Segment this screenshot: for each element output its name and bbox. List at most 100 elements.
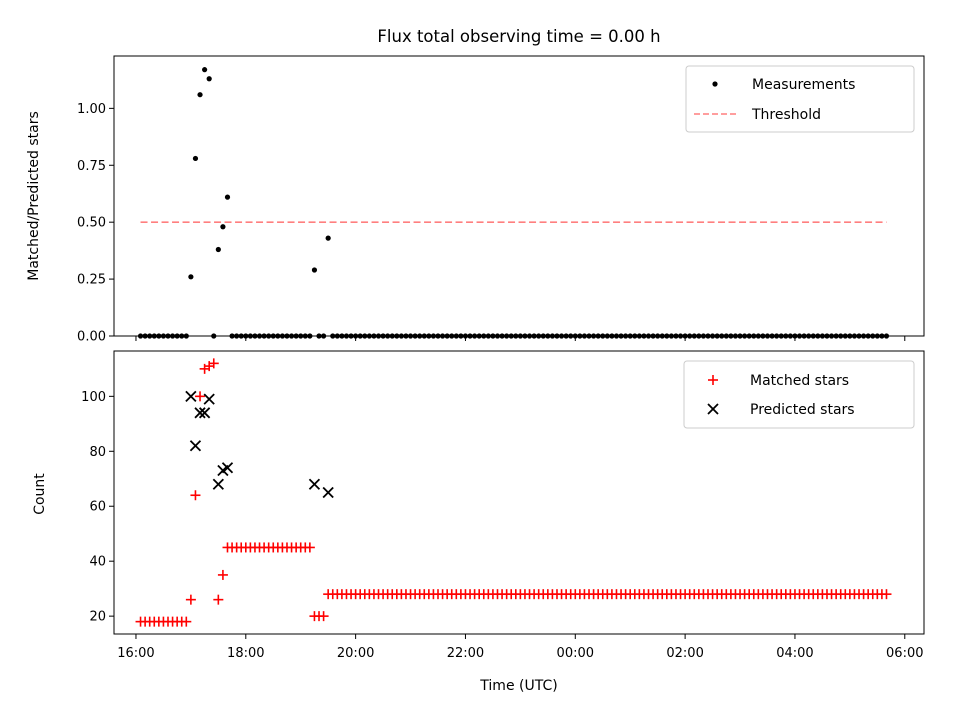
measurement-point bbox=[691, 333, 697, 339]
measurement-point bbox=[879, 333, 885, 339]
measurement-point bbox=[215, 246, 221, 253]
matched-star-point bbox=[181, 616, 192, 627]
measurement-point bbox=[234, 333, 240, 339]
measurement-point bbox=[421, 333, 427, 339]
measurement-point bbox=[453, 333, 459, 339]
measurement-point bbox=[677, 333, 684, 339]
x-tick-label: 00:00 bbox=[557, 646, 594, 661]
measurement-point bbox=[435, 333, 441, 339]
measurement-point bbox=[458, 333, 464, 339]
x-tick-label: 18:00 bbox=[227, 646, 264, 661]
measurement-point bbox=[481, 333, 487, 339]
matched-star-point bbox=[217, 569, 228, 580]
measurement-point bbox=[568, 333, 574, 339]
predicted-star-point bbox=[185, 390, 197, 402]
measurement-point bbox=[325, 235, 331, 241]
measurement-point bbox=[627, 333, 633, 339]
measurement-point bbox=[362, 333, 368, 339]
measurement-point bbox=[513, 333, 519, 339]
measurement-point bbox=[462, 333, 469, 339]
bottom-legend: Matched stars Predicted stars bbox=[683, 360, 915, 429]
measurement-point bbox=[577, 333, 583, 339]
measurement-point bbox=[755, 333, 761, 339]
measurement-point bbox=[371, 333, 377, 339]
measurement-point bbox=[394, 333, 400, 339]
bottom-legend-frame bbox=[683, 360, 915, 429]
top-y-tick-label: 1.00 bbox=[77, 102, 106, 117]
measurement-point bbox=[856, 333, 862, 339]
measurement-point bbox=[828, 333, 835, 339]
measurement-point bbox=[417, 333, 423, 339]
top-legend: Measurements Threshold bbox=[685, 65, 915, 133]
x-tick-label: 04:00 bbox=[776, 646, 813, 661]
measurement-point bbox=[430, 333, 437, 339]
x-tick-label: 20:00 bbox=[337, 646, 374, 661]
measurement-point bbox=[485, 333, 491, 339]
measurement-point bbox=[293, 333, 299, 339]
measurement-point bbox=[728, 333, 734, 339]
measurement-point bbox=[307, 333, 313, 339]
x-tick-label: 02:00 bbox=[666, 646, 703, 661]
measurement-point bbox=[504, 333, 510, 339]
x-tick-label: 06:00 bbox=[886, 646, 923, 661]
measurement-point bbox=[796, 333, 803, 339]
measurement-point bbox=[247, 333, 253, 339]
top-y-tick-label: 0.25 bbox=[77, 273, 106, 288]
measurement-point bbox=[815, 333, 821, 339]
measurement-point bbox=[439, 333, 446, 339]
measurement-point bbox=[343, 333, 350, 339]
measurement-point bbox=[549, 333, 556, 339]
measurement-point bbox=[760, 333, 766, 339]
measurement-point bbox=[398, 333, 404, 339]
measurement-point bbox=[833, 333, 839, 339]
bottom-y-tick-label: 60 bbox=[89, 500, 106, 515]
top-y-tick-label: 0.75 bbox=[77, 159, 106, 174]
measurement-point bbox=[865, 333, 871, 339]
measurement-point bbox=[348, 333, 354, 339]
measurement-point bbox=[618, 333, 624, 339]
x-tick-label: 16:00 bbox=[117, 646, 154, 661]
measurement-point bbox=[632, 333, 638, 339]
measurement-point bbox=[243, 333, 249, 339]
measurement-point bbox=[192, 155, 199, 162]
bottom-y-axis-label: Count bbox=[32, 473, 48, 515]
measurement-point bbox=[206, 76, 212, 82]
chart-title: Flux total observing time = 0.00 h bbox=[377, 27, 660, 46]
measurement-point bbox=[870, 333, 876, 339]
measurement-point bbox=[137, 333, 144, 339]
measurement-point bbox=[851, 333, 858, 339]
top-y-tick-label: 0.50 bbox=[77, 216, 106, 231]
measurement-point bbox=[353, 333, 359, 339]
top-y-tick-label: 0.00 bbox=[77, 330, 106, 345]
measurement-point bbox=[298, 333, 304, 339]
measurement-point bbox=[737, 333, 743, 339]
measurement-point bbox=[764, 333, 771, 339]
measurement-point bbox=[179, 333, 185, 339]
measurement-point bbox=[806, 333, 812, 339]
measurements-legend-marker bbox=[712, 81, 718, 87]
measurement-point bbox=[860, 333, 867, 339]
measurement-point bbox=[375, 333, 382, 339]
measurement-point bbox=[494, 333, 501, 339]
measurement-point bbox=[536, 333, 542, 339]
predicted-star-point bbox=[203, 393, 215, 405]
measurement-point bbox=[572, 333, 578, 339]
bottom-y-tick-label: 100 bbox=[81, 390, 106, 405]
measurement-point bbox=[613, 333, 620, 339]
measurement-point bbox=[586, 333, 592, 339]
measurement-point bbox=[719, 333, 725, 339]
measurement-point bbox=[641, 333, 647, 339]
measurement-point bbox=[357, 333, 363, 339]
measurement-point bbox=[709, 333, 716, 339]
measurement-point bbox=[366, 333, 372, 339]
measurement-point bbox=[499, 333, 505, 339]
measurement-point bbox=[211, 333, 217, 339]
measurement-point bbox=[847, 333, 853, 339]
measurement-point bbox=[256, 333, 263, 339]
measurement-point bbox=[426, 333, 432, 339]
measurement-point bbox=[723, 333, 729, 339]
predicted-star-point bbox=[221, 462, 234, 474]
measurement-point bbox=[819, 333, 826, 339]
measurement-point bbox=[275, 333, 281, 339]
